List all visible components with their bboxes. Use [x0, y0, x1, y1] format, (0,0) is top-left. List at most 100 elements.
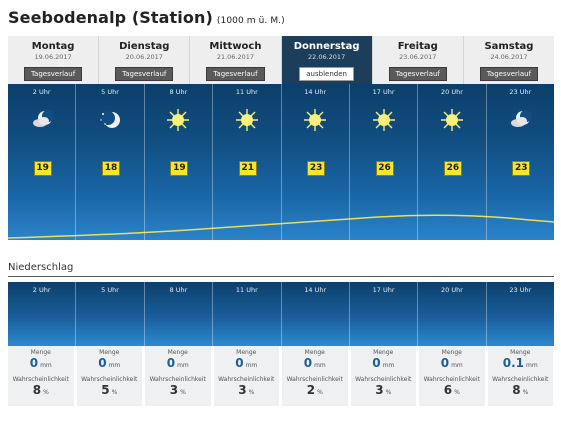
probability-number: 3: [375, 383, 384, 397]
moon-cloud-icon: [511, 110, 533, 127]
amount-value: 0 mm: [145, 356, 211, 373]
probability-value: 6%: [419, 383, 485, 400]
amount-value: 0 mm: [419, 356, 485, 373]
temperature-badge: 18: [102, 161, 121, 176]
precip-column[interactable]: 23 Uhr: [487, 282, 554, 346]
precipitation-heading: Niederschlag: [8, 262, 74, 273]
tab-day-3[interactable]: Donnerstag 22.06.2017 ausblenden: [281, 36, 373, 84]
tagesverlauf-button[interactable]: Tagesverlauf: [388, 67, 447, 81]
hour-column[interactable]: 2 Uhr 19: [8, 84, 77, 240]
temperature-badge: 23: [307, 161, 326, 176]
probability-unit: %: [180, 389, 186, 396]
tagesverlauf-button[interactable]: Tagesverlauf: [115, 67, 174, 81]
hour-label: 8 Uhr: [169, 286, 188, 294]
precip-stat-cell: Menge 0 mm Wahrscheinlichkeit 3%: [213, 346, 280, 406]
tab-day-4[interactable]: Freitag 23.06.2017 Tagesverlauf: [372, 36, 464, 84]
amount-unit: mm: [451, 362, 463, 369]
precip-stat-cell: Menge 0 mm Wahrscheinlichkeit 3%: [350, 346, 417, 406]
amount-label: Menge: [167, 349, 188, 356]
hour-label: 23 Uhr: [509, 286, 532, 294]
probability-number: 3: [169, 383, 179, 397]
ausblenden-button[interactable]: ausblenden: [299, 67, 354, 81]
moon-stars-icon: [100, 111, 121, 128]
amount-number: 0: [166, 356, 176, 370]
probability-label: Wahrscheinlichkeit: [286, 376, 343, 383]
hour-column[interactable]: 11 Uhr 21: [213, 84, 282, 240]
amount-value: 0 mm: [351, 356, 417, 373]
tab-date-label: 22.06.2017: [307, 53, 346, 61]
amount-value: 0.1 mm: [488, 356, 554, 373]
probability-label: Wahrscheinlichkeit: [12, 376, 69, 383]
sun-icon: [440, 109, 463, 131]
precip-column[interactable]: 14 Uhr: [282, 282, 350, 346]
amount-unit: mm: [382, 362, 395, 369]
precip-column[interactable]: 2 Uhr: [8, 282, 77, 346]
precip-column[interactable]: 5 Uhr: [76, 282, 145, 346]
amount-label: Menge: [373, 349, 394, 356]
temperature-badge: 23: [512, 161, 531, 176]
tagesverlauf-button[interactable]: Tagesverlauf: [23, 67, 83, 81]
hour-column[interactable]: 5 Uhr 18: [76, 84, 145, 240]
hour-column[interactable]: 8 Uhr 19: [145, 84, 214, 240]
probability-value: 3%: [145, 383, 211, 400]
amount-label: Menge: [30, 349, 51, 356]
amount-value: 0 mm: [282, 356, 348, 373]
hour-label: 2 Uhr: [32, 88, 51, 96]
probability-number: 8: [32, 383, 42, 397]
precip-column[interactable]: 20 Uhr: [418, 282, 487, 346]
amount-number: 0: [303, 356, 313, 370]
probability-number: 3: [238, 383, 247, 397]
amount-number: 0: [372, 356, 381, 370]
hour-label: 8 Uhr: [169, 88, 188, 96]
hour-column[interactable]: 20 Uhr 26: [418, 84, 487, 240]
page-title: Seebodenalp (Station) (1000 m ü. M.): [8, 8, 285, 27]
hour-column[interactable]: 17 Uhr 26: [350, 84, 419, 240]
sun-icon: [167, 109, 190, 131]
precip-stat-cell: Menge 0 mm Wahrscheinlichkeit 3%: [145, 346, 212, 406]
precip-column[interactable]: 11 Uhr: [213, 282, 282, 346]
tab-day-label: Samstag: [484, 41, 534, 52]
tab-day-0[interactable]: Montag 19.06.2017 Tagesverlauf: [8, 36, 100, 84]
tab-day-label: Freitag: [397, 41, 438, 52]
amount-label: Menge: [441, 349, 462, 356]
temperature-badge: 21: [238, 161, 257, 176]
sun-icon: [372, 109, 395, 131]
precip-column[interactable]: 17 Uhr: [350, 282, 419, 346]
hour-column[interactable]: 14 Uhr 23: [282, 84, 350, 240]
precip-stat-cell: Menge 0.1 mm Wahrscheinlichkeit 8%: [487, 346, 554, 406]
amount-value: 0 mm: [77, 356, 143, 373]
sun-icon: [235, 109, 258, 131]
station-name: Seebodenalp (Station): [8, 8, 213, 27]
hour-label: 5 Uhr: [101, 88, 119, 96]
precip-stat-cell: Menge 0 mm Wahrscheinlichkeit 8%: [8, 346, 75, 406]
precip-column[interactable]: 8 Uhr: [145, 282, 214, 346]
amount-value: 0 mm: [8, 356, 74, 373]
probability-label: Wahrscheinlichkeit: [81, 376, 138, 383]
precip-stat-cell: Menge 0 mm Wahrscheinlichkeit 6%: [419, 346, 486, 406]
temperature-badge: 26: [443, 161, 462, 176]
hour-column[interactable]: 23 Uhr 23: [487, 84, 554, 240]
probability-number: 2: [306, 383, 316, 397]
probability-label: Wahrscheinlichkeit: [218, 376, 275, 383]
hour-label: 17 Uhr: [372, 88, 395, 96]
tab-day-5[interactable]: Samstag 24.06.2017 Tagesverlauf: [463, 36, 555, 84]
temperature-badge: 26: [375, 161, 394, 176]
hour-label: 14 Uhr: [304, 88, 327, 96]
tab-day-1[interactable]: Dienstag 20.06.2017 Tagesverlauf: [99, 36, 191, 84]
section-divider: [8, 276, 554, 277]
amount-label: Menge: [304, 349, 325, 356]
tab-day-label: Dienstag: [119, 41, 170, 52]
probability-unit: %: [454, 389, 460, 396]
tab-day-2[interactable]: Mittwoch 21.06.2017 Tagesverlauf: [190, 36, 282, 84]
hour-label: 5 Uhr: [101, 286, 119, 294]
probability-unit: %: [248, 389, 255, 396]
probability-unit: %: [111, 389, 118, 396]
hour-label: 20 Uhr: [440, 88, 463, 96]
tagesverlauf-button[interactable]: Tagesverlauf: [206, 67, 265, 81]
amount-number: 0: [29, 356, 39, 370]
tagesverlauf-button[interactable]: Tagesverlauf: [479, 67, 539, 81]
amount-label: Menge: [236, 349, 257, 356]
amount-value: 0 mm: [214, 356, 280, 373]
amount-unit: mm: [314, 362, 326, 369]
